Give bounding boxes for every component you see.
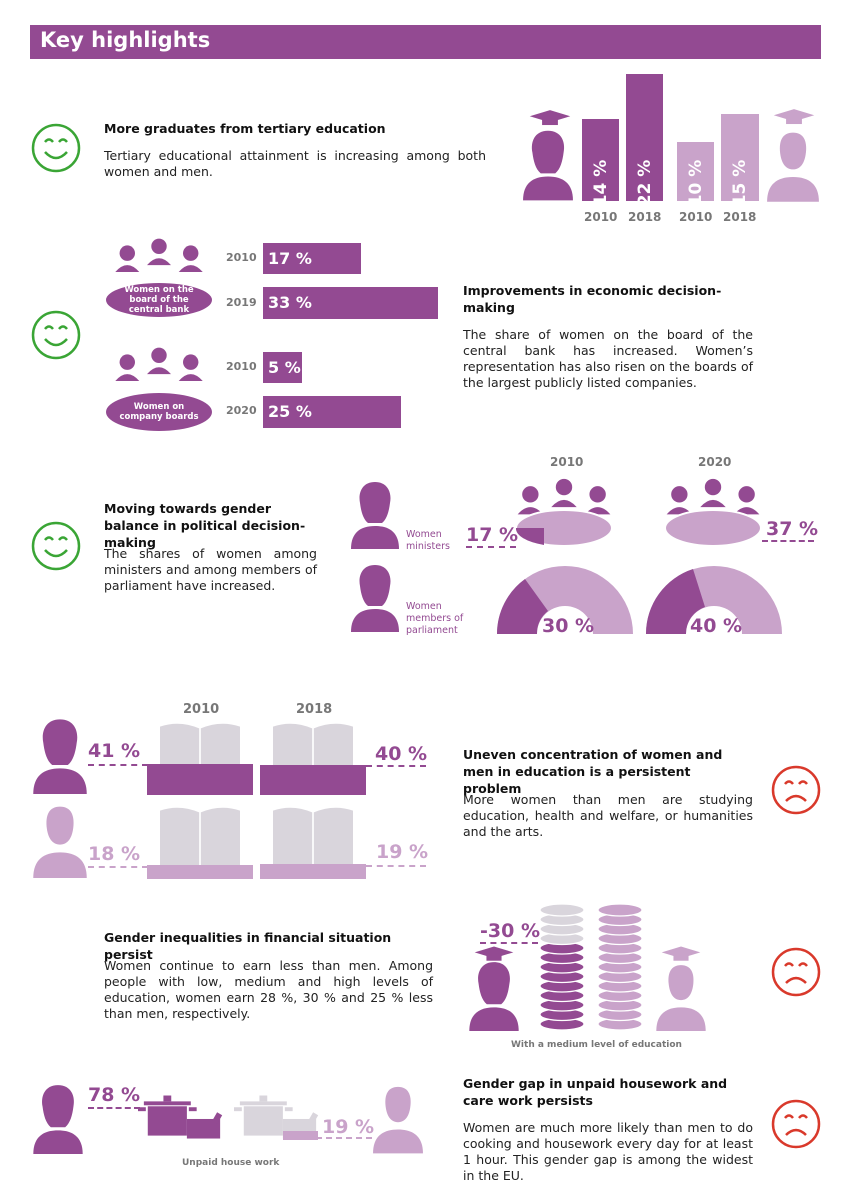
dashed-line — [88, 764, 148, 766]
sad-face-icon — [770, 764, 822, 816]
header-banner: Key highlights — [30, 25, 821, 59]
bar-year: 2018 — [628, 210, 662, 224]
dashed-line — [88, 866, 148, 868]
s3-heading: Moving towards gender balance in politic… — [104, 501, 306, 550]
bar-year: 2018 — [723, 210, 757, 224]
bar-men-2018: 15 % — [721, 114, 759, 206]
year-label: 2010 — [183, 702, 220, 717]
bar-year: 2010 — [584, 210, 618, 224]
housework-women-value: 78 % — [88, 1084, 141, 1106]
mps-label: Women members of parliament — [406, 601, 464, 636]
page-title: Key highlights — [40, 28, 211, 52]
ministers-2020-graphic — [664, 478, 762, 547]
bar-central-bank-2010: 17 % — [263, 243, 361, 274]
coin-stack-women — [539, 903, 585, 1031]
sad-face-icon — [770, 946, 822, 998]
bar-men-2010: 10 % — [677, 142, 714, 206]
board-table-companies: Women on company boards — [104, 391, 214, 433]
sad-face-icon — [770, 1098, 822, 1150]
mps-2020-value: 40 % — [690, 615, 743, 637]
board-table-central-bank: Women on the board of the central bank — [104, 281, 214, 319]
bar-companies-2010: 5 % — [263, 352, 302, 383]
row-year: 2010 — [226, 251, 257, 264]
bar-year: 2010 — [679, 210, 713, 224]
book-women-2010 — [147, 723, 253, 795]
s5-heading: Gender inequalities in financial situati… — [104, 930, 392, 962]
dashed-line — [366, 765, 426, 767]
s2-text: The share of women on the board of the c… — [463, 327, 753, 390]
smiley-icon — [30, 122, 82, 174]
woman-graduate-icon — [523, 110, 573, 201]
s6-text: Women are much more likely than men to d… — [463, 1120, 753, 1183]
dashed-line — [466, 546, 516, 548]
dashed-line — [480, 942, 538, 944]
s4-heading: Uneven concentration of women and men in… — [463, 747, 723, 796]
men-2018-value: 19 % — [376, 841, 429, 863]
year-label: 2018 — [296, 702, 333, 717]
dashed-line — [88, 1107, 140, 1109]
s6-heading: Gender gap in unpaid housework and care … — [463, 1076, 728, 1108]
woman-student-icon — [33, 719, 87, 794]
bar-central-bank-2019: 33 % — [263, 287, 438, 319]
men-2010-value: 18 % — [88, 843, 141, 865]
row-year: 2010 — [226, 360, 257, 373]
pay-gap-value: -30 % — [480, 920, 540, 942]
mps-2010-gauge — [497, 566, 633, 634]
s4-text: More women than men are studying educati… — [463, 792, 753, 839]
coin — [597, 903, 643, 917]
row-year: 2019 — [226, 296, 257, 309]
ministers-2010-graphic — [515, 478, 613, 547]
dashed-line — [762, 540, 814, 542]
ministers-2020-value: 37 % — [766, 518, 819, 540]
dashed-line — [366, 865, 426, 867]
housework-caption: Unpaid house work — [182, 1158, 280, 1168]
year-label: 2020 — [698, 455, 732, 469]
housework-men-value: 19 % — [322, 1116, 375, 1138]
mps-2010-value: 30 % — [542, 615, 595, 637]
woman-mp-icon — [351, 565, 399, 632]
smiley-icon — [30, 520, 82, 572]
bar-women-2018: 22 % — [626, 74, 663, 206]
book-women-2018 — [260, 723, 366, 795]
year-label: 2010 — [550, 455, 584, 469]
women-2010-value: 41 % — [88, 740, 141, 762]
mps-2020-gauge — [646, 566, 782, 634]
pots-men-icon — [234, 1095, 319, 1140]
coin-stack-men — [597, 903, 643, 1031]
women-2018-value: 40 % — [375, 743, 428, 765]
s1-heading: More graduates from tertiary education — [104, 121, 386, 136]
man-student-icon — [33, 806, 87, 878]
s1-text: Tertiary educational attainment is incre… — [104, 148, 486, 179]
pots-women-icon — [138, 1095, 223, 1139]
dashed-line — [316, 1137, 372, 1139]
pay-gap-caption: With a medium level of education — [511, 1040, 682, 1050]
coin — [539, 903, 585, 917]
woman-graduate-icon — [469, 946, 519, 1031]
man-graduate-icon — [656, 946, 706, 1031]
book-men-2018 — [260, 807, 366, 879]
s3-text: The shares of women among ministers and … — [104, 546, 317, 593]
woman-icon — [33, 1085, 83, 1154]
man-icon — [373, 1086, 423, 1154]
row-year: 2020 — [226, 404, 257, 417]
s2-heading: Improvements in economic decision-making — [463, 283, 722, 315]
book-men-2010 — [147, 807, 253, 879]
smiley-icon — [30, 309, 82, 361]
ministers-label: Women ministers — [406, 529, 450, 552]
man-graduate-icon — [767, 109, 819, 202]
bar-women-2010: 14 % — [582, 119, 619, 206]
ministers-2010-value: 17 % — [466, 524, 519, 546]
woman-minister-icon — [351, 482, 399, 549]
s5-text: Women continue to earn less than men. Am… — [104, 958, 433, 1021]
bar-companies-2020: 25 % — [263, 396, 401, 428]
